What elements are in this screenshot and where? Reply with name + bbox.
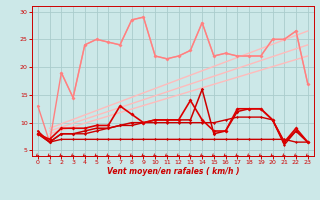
X-axis label: Vent moyen/en rafales ( km/h ): Vent moyen/en rafales ( km/h ) [107, 167, 239, 176]
